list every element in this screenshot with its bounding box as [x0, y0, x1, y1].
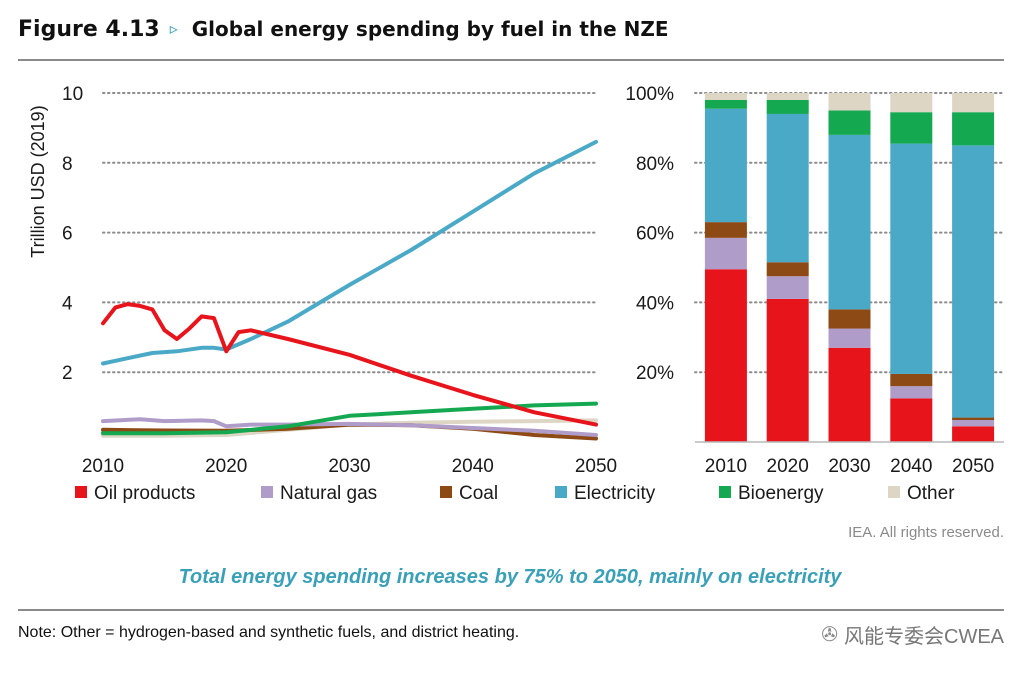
y-axis-label: Trillion USD (2019) [28, 105, 48, 257]
bar-y-tick-label-40: 40% [636, 293, 674, 314]
bar-segment-2050-other [952, 93, 995, 113]
watermark: ✇ 风能专委会CWEA [821, 620, 1004, 649]
bar-category-label-2050: 2050 [952, 456, 994, 477]
x-tick-label-2040: 2040 [452, 456, 494, 477]
legend-swatch-electricity [555, 486, 567, 498]
legend-label-coal: Coal [459, 483, 498, 504]
figure-title: Global energy spending by fuel in the NZ… [191, 17, 669, 41]
bar-segment-2040-oil-products [890, 398, 933, 442]
top-divider [18, 59, 1004, 61]
bar-y-tick-label-20: 20% [636, 363, 674, 384]
legend-label-electricity: Electricity [574, 483, 656, 504]
energy-spending-chart: 2 4 6 8 10 2010 2020 2030 2040 2050 Trillion USD (… [28, 84, 1005, 504]
legend-swatch-oil-products [75, 486, 87, 498]
bar-segment-2030-other [828, 93, 871, 111]
y-tick-label-8: 8 [62, 154, 73, 175]
legend-label-other: Other [907, 483, 955, 504]
watermark-text: 风能专委会CWEA [844, 626, 1004, 648]
chart-caption: Total energy spending increases by 75% t… [178, 566, 842, 588]
bar-segment-2050-oil-products [952, 426, 995, 442]
figure-header: Figure 4.13 ▹ Global energy spending by … [18, 12, 669, 46]
x-tick-label-2020: 2020 [205, 456, 247, 477]
series-line-natural-gas [101, 417, 598, 437]
bar-segment-2040-electricity [890, 143, 933, 374]
bar-segment-2010-other [704, 93, 747, 100]
bar-segment-2010-natural-gas [704, 237, 747, 270]
y-tick-label-4: 4 [62, 293, 73, 314]
series-line-oil-products [101, 302, 598, 427]
copyright-note: IEA. All rights reserved. [848, 524, 1004, 541]
bar-segment-2020-electricity [766, 113, 809, 263]
wechat-icon: ✇ [821, 624, 838, 646]
legend-label-bioenergy: Bioenergy [738, 483, 824, 504]
bar-segment-2010-oil-products [704, 269, 747, 442]
bar-category-label-2020: 2020 [767, 456, 809, 477]
bar-segment-2040-natural-gas [890, 386, 933, 399]
bar-category-label-2030: 2030 [828, 456, 870, 477]
bar-segment-2030-oil-products [828, 347, 871, 442]
bar-segment-2010-coal [704, 222, 747, 238]
bar-segment-2020-other [766, 93, 809, 100]
legend-swatch-bioenergy [719, 486, 731, 498]
figure-label: Figure 4.13 [18, 16, 160, 42]
x-tick-label-2030: 2030 [328, 456, 370, 477]
bar-segment-2020-oil-products [766, 298, 809, 442]
y-tick-label-10: 10 [62, 84, 83, 105]
bar-segment-2040-coal [890, 373, 933, 387]
bar-segment-2030-coal [828, 309, 871, 329]
footnote: Note: Other = hydrogen-based and synthet… [18, 624, 520, 641]
series-line-electricity [101, 139, 598, 366]
play-arrow-icon: ▹ [169, 21, 178, 38]
legend-label-natural-gas: Natural gas [280, 483, 377, 504]
bar-segment-2020-natural-gas [766, 276, 809, 299]
bar-segment-2040-bioenergy [890, 112, 933, 144]
legend-label-oil-products: Oil products [94, 483, 195, 504]
bar-segment-2030-natural-gas [828, 328, 871, 348]
x-tick-label-2050: 2050 [575, 456, 617, 477]
bar-segment-2020-coal [766, 262, 809, 277]
bar-category-label-2040: 2040 [890, 456, 932, 477]
legend-swatch-other [888, 486, 900, 498]
bar-y-tick-label-80: 80% [636, 154, 674, 175]
bar-segment-2030-electricity [828, 134, 871, 310]
bar-segment-2050-natural-gas [952, 420, 995, 427]
bar-segment-2050-coal [952, 417, 995, 421]
x-tick-label-2010: 2010 [82, 456, 124, 477]
legend-swatch-coal [440, 486, 452, 498]
bar-y-tick-label-60: 60% [636, 224, 674, 245]
bottom-divider [18, 609, 1004, 611]
bar-segment-2010-bioenergy [704, 99, 747, 109]
y-tick-label-6: 6 [62, 224, 73, 245]
bar-segment-2050-electricity [952, 145, 995, 418]
bar-segment-2020-bioenergy [766, 99, 809, 114]
bar-segment-2050-bioenergy [952, 112, 995, 146]
bar-category-label-2010: 2010 [705, 456, 747, 477]
legend-swatch-natural-gas [261, 486, 273, 498]
bar-segment-2010-electricity [704, 108, 747, 223]
bar-segment-2030-bioenergy [828, 110, 871, 135]
bar-segment-2040-other [890, 93, 933, 113]
bar-y-tick-label-100: 100% [625, 84, 674, 105]
y-tick-label-2: 2 [62, 363, 73, 384]
